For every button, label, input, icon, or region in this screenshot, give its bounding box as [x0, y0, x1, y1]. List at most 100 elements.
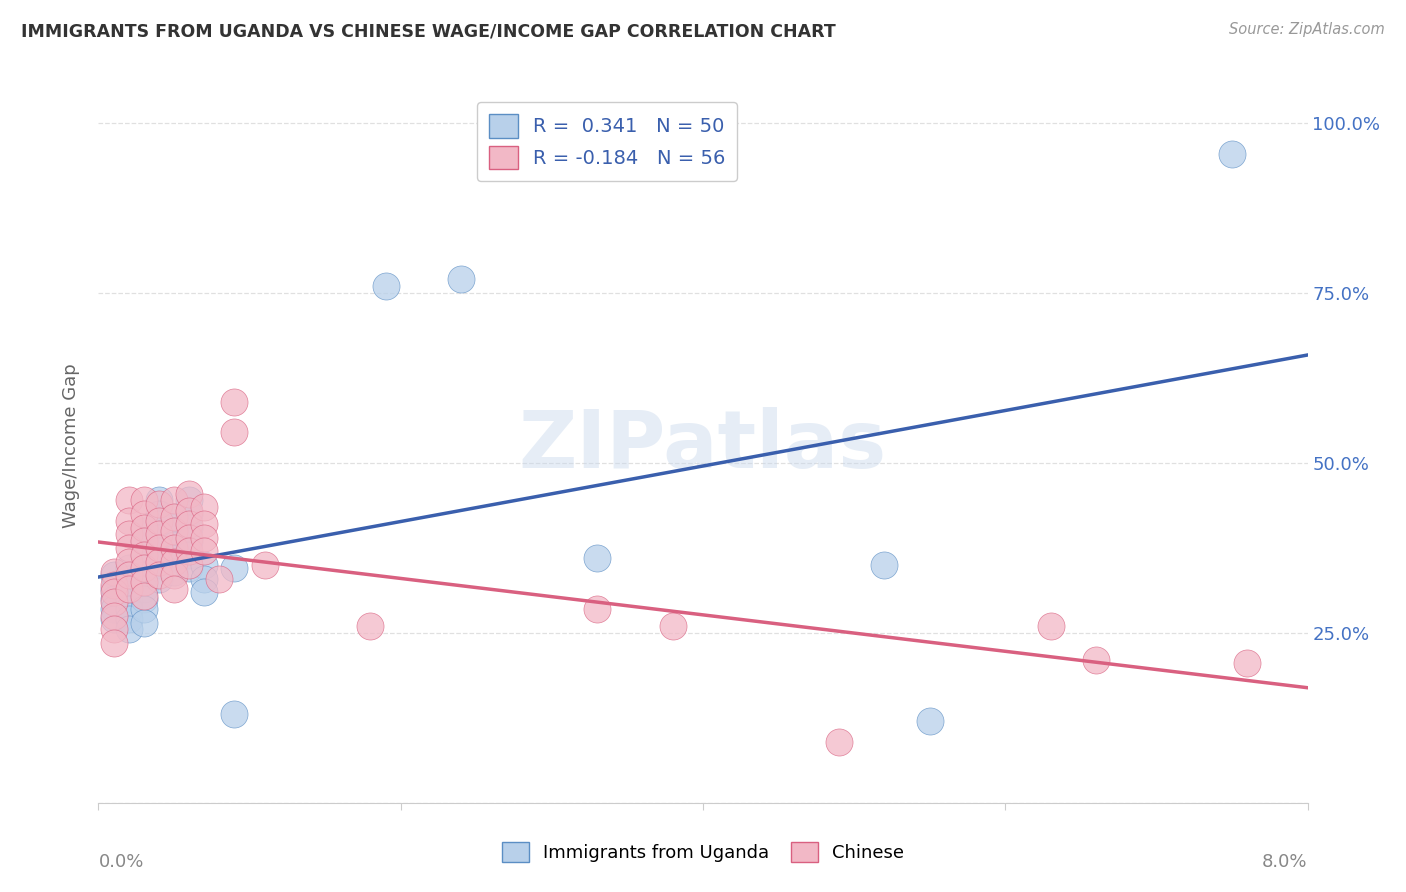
- Point: [148, 514, 170, 528]
- Point: [118, 623, 141, 637]
- Point: [148, 544, 170, 558]
- Point: [163, 524, 186, 538]
- Point: [148, 541, 170, 555]
- Point: [118, 527, 141, 541]
- Point: [374, 279, 396, 293]
- Point: [224, 394, 246, 409]
- Point: [132, 589, 155, 603]
- Point: [132, 548, 155, 562]
- Point: [148, 507, 170, 521]
- Text: Source: ZipAtlas.com: Source: ZipAtlas.com: [1229, 22, 1385, 37]
- Point: [103, 565, 125, 579]
- Point: [163, 541, 186, 555]
- Point: [103, 591, 125, 606]
- Point: [224, 707, 246, 722]
- Point: [586, 551, 609, 566]
- Point: [132, 568, 155, 582]
- Point: [828, 734, 851, 748]
- Point: [118, 514, 141, 528]
- Point: [103, 578, 125, 592]
- Point: [148, 497, 170, 511]
- Point: [253, 558, 276, 572]
- Point: [193, 531, 215, 545]
- Point: [148, 555, 170, 569]
- Point: [873, 558, 896, 572]
- Point: [179, 503, 201, 517]
- Point: [179, 534, 201, 549]
- Point: [179, 507, 201, 521]
- Point: [163, 493, 186, 508]
- Point: [163, 582, 186, 596]
- Point: [148, 493, 170, 508]
- Point: [179, 520, 201, 534]
- Text: 8.0%: 8.0%: [1263, 853, 1308, 871]
- Point: [918, 714, 941, 729]
- Point: [179, 561, 201, 575]
- Point: [360, 619, 382, 633]
- Point: [118, 582, 141, 596]
- Point: [148, 531, 170, 545]
- Point: [118, 582, 141, 596]
- Point: [132, 574, 155, 589]
- Point: [103, 636, 125, 650]
- Point: [132, 534, 155, 549]
- Point: [450, 272, 472, 286]
- Point: [118, 572, 141, 586]
- Point: [193, 558, 215, 572]
- Point: [193, 572, 215, 586]
- Text: IMMIGRANTS FROM UGANDA VS CHINESE WAGE/INCOME GAP CORRELATION CHART: IMMIGRANTS FROM UGANDA VS CHINESE WAGE/I…: [21, 22, 835, 40]
- Point: [132, 507, 155, 521]
- Point: [118, 612, 141, 626]
- Point: [179, 531, 201, 545]
- Point: [132, 493, 155, 508]
- Point: [224, 425, 246, 440]
- Point: [193, 544, 215, 558]
- Point: [208, 572, 231, 586]
- Point: [163, 524, 186, 538]
- Point: [132, 615, 155, 630]
- Point: [103, 568, 125, 582]
- Point: [103, 582, 125, 596]
- Point: [118, 591, 141, 606]
- Point: [163, 510, 186, 524]
- Point: [118, 555, 141, 569]
- Point: [224, 561, 246, 575]
- Point: [103, 585, 125, 599]
- Legend: Immigrants from Uganda, Chinese: Immigrants from Uganda, Chinese: [495, 835, 911, 870]
- Point: [132, 534, 155, 549]
- Point: [118, 493, 141, 508]
- Point: [1220, 146, 1243, 161]
- Point: [193, 500, 215, 515]
- Point: [179, 517, 201, 532]
- Point: [118, 602, 141, 616]
- Point: [163, 565, 186, 579]
- Point: [586, 602, 609, 616]
- Point: [1085, 653, 1108, 667]
- Point: [103, 602, 125, 616]
- Point: [193, 585, 215, 599]
- Point: [118, 568, 141, 582]
- Point: [1236, 657, 1258, 671]
- Point: [179, 544, 201, 558]
- Point: [132, 582, 155, 596]
- Point: [163, 551, 186, 566]
- Point: [118, 561, 141, 575]
- Point: [132, 602, 155, 616]
- Y-axis label: Wage/Income Gap: Wage/Income Gap: [62, 364, 80, 528]
- Text: ZIPatlas: ZIPatlas: [519, 407, 887, 485]
- Point: [103, 595, 125, 609]
- Point: [148, 558, 170, 572]
- Point: [179, 493, 201, 508]
- Point: [103, 623, 125, 637]
- Point: [661, 619, 683, 633]
- Point: [179, 486, 201, 500]
- Point: [132, 591, 155, 606]
- Point: [148, 527, 170, 541]
- Point: [148, 568, 170, 582]
- Point: [132, 558, 155, 572]
- Point: [163, 568, 186, 582]
- Point: [193, 517, 215, 532]
- Point: [118, 541, 141, 555]
- Point: [148, 517, 170, 532]
- Point: [132, 520, 155, 534]
